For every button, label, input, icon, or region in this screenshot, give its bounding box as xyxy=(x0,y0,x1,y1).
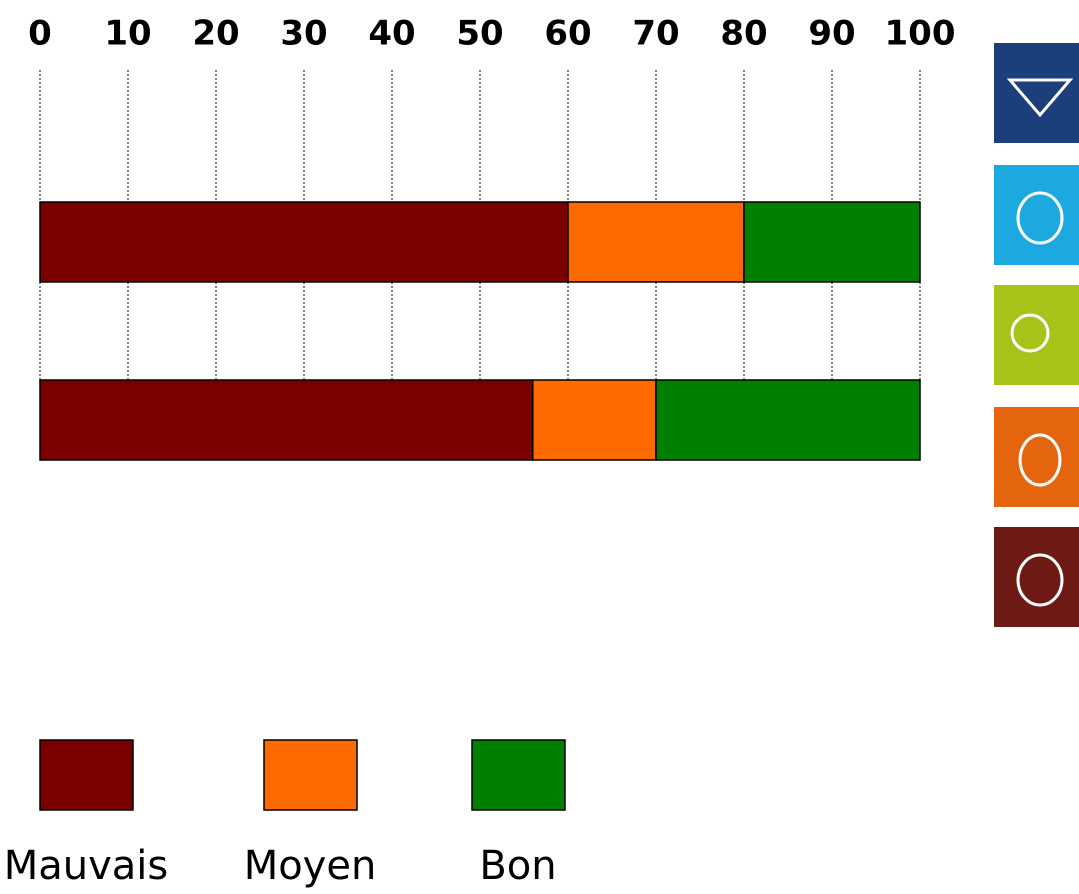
x-tick-label: 40 xyxy=(368,14,415,54)
x-tick-label: 70 xyxy=(632,14,679,54)
sheep-icon xyxy=(994,407,1079,507)
legend-label: Mauvais xyxy=(4,843,169,889)
goat-icon xyxy=(994,43,1079,143)
bar-segment xyxy=(743,201,921,283)
x-tick-label: 100 xyxy=(885,14,956,54)
hay-icon xyxy=(994,285,1079,385)
goat-head xyxy=(1006,78,1074,118)
beef-icon xyxy=(994,527,1079,627)
x-tick-label: 60 xyxy=(544,14,591,54)
legend-swatch xyxy=(39,739,134,811)
beef-head xyxy=(1016,553,1064,607)
sheep-head xyxy=(1018,433,1062,487)
cow-head xyxy=(1016,191,1064,245)
bar-segment xyxy=(655,379,921,461)
bar-segment xyxy=(39,201,569,283)
hay-bale xyxy=(1010,313,1050,353)
x-tick-label: 20 xyxy=(192,14,239,54)
legend-label: Bon xyxy=(479,843,556,889)
x-tick-label: 90 xyxy=(808,14,855,54)
bar-segment xyxy=(39,379,534,461)
legend-label: Moyen xyxy=(244,843,377,889)
legend-swatch xyxy=(263,739,358,811)
legend-swatch xyxy=(471,739,566,811)
x-tick-label: 50 xyxy=(456,14,503,54)
x-tick-label: 10 xyxy=(104,14,151,54)
x-tick-label: 80 xyxy=(720,14,767,54)
bar-segment xyxy=(532,379,657,461)
cow-icon xyxy=(994,165,1079,265)
x-tick-label: 30 xyxy=(280,14,327,54)
icons xyxy=(994,43,1079,627)
x-tick-label: 0 xyxy=(28,14,52,54)
bar-segment xyxy=(567,201,745,283)
